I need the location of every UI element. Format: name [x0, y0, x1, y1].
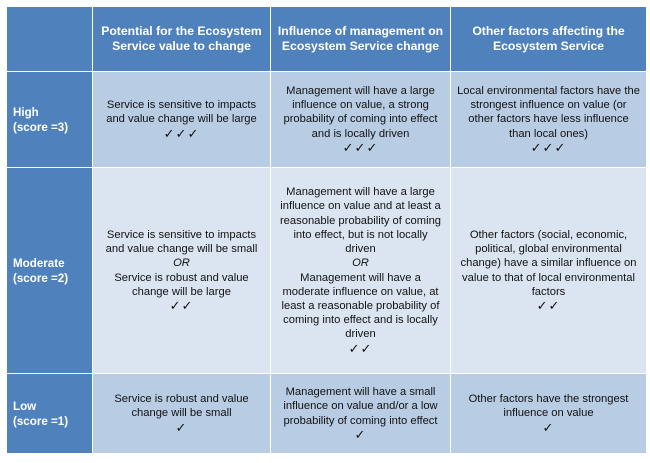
cell-text: Other factors have the strongest influen… [468, 393, 629, 420]
checkmark-icon: ✓✓ [348, 340, 373, 356]
cell-moderate-potential: Service is sensitive to impacts and valu… [92, 167, 271, 374]
header-row: Potential for the Ecosystem Service valu… [6, 6, 647, 72]
row-header-low: Low (score =1) [6, 373, 93, 454]
row-level: Low [13, 399, 37, 413]
table-row-moderate: Moderate (score =2) Service is sensitive… [6, 167, 647, 374]
cell-text: Service is sensitive to impacts and valu… [106, 99, 257, 126]
cell-text: Service is robust and value change will … [114, 393, 249, 420]
table-row-low: Low (score =1) Service is robust and val… [6, 373, 647, 454]
cell-high-management: Management will have a large influence o… [270, 71, 451, 168]
checkmark-icon: ✓ [354, 426, 367, 442]
cell-high-potential: Service is sensitive to impacts and valu… [92, 71, 271, 168]
cell-text: Local environmental factors have the str… [457, 84, 640, 140]
or-label: OR [173, 257, 190, 270]
cell-text-b: Service is robust and value change will … [114, 271, 249, 298]
cell-text: Management will have a large influence o… [283, 84, 438, 140]
row-level: High [13, 105, 39, 119]
cell-text-b: Management will have a moderate influenc… [281, 271, 440, 341]
cell-text-a: Service is sensitive to impacts and valu… [105, 228, 258, 256]
row-score: (score =1) [13, 414, 69, 428]
row-score: (score =2) [13, 271, 69, 285]
checkmark-icon: ✓ [175, 419, 188, 435]
cell-low-management: Management will have a small influence o… [270, 373, 451, 454]
header-other-factors: Other factors affecting the Ecosystem Se… [450, 6, 647, 72]
cell-low-other: Other factors have the strongest influen… [450, 373, 647, 454]
cell-moderate-other: Other factors (social, economic, politic… [450, 167, 647, 374]
or-label: OR [352, 257, 369, 270]
row-score: (score =3) [13, 120, 69, 134]
cell-low-potential: Service is robust and value change will … [92, 373, 271, 454]
cell-text-a: Management will have a large influence o… [279, 186, 442, 256]
checkmark-icon: ✓✓ [536, 297, 561, 313]
header-corner [6, 6, 93, 72]
cell-text: Management will have a small influence o… [283, 386, 438, 427]
row-header-high: High (score =3) [6, 71, 93, 168]
row-header-moderate: Moderate (score =2) [6, 167, 93, 374]
row-level: Moderate [13, 256, 65, 270]
checkmark-icon: ✓✓✓ [163, 125, 200, 141]
table-row-high: High (score =3) Service is sensitive to … [6, 71, 647, 168]
scoring-table-container: Potential for the Ecosystem Service valu… [6, 6, 647, 454]
scoring-table: Potential for the Ecosystem Service valu… [6, 6, 647, 454]
checkmark-icon: ✓✓ [169, 297, 194, 313]
header-potential-value-change: Potential for the Ecosystem Service valu… [92, 6, 271, 72]
header-management-influence: Influence of management on Ecosystem Ser… [270, 6, 451, 72]
checkmark-icon: ✓✓✓ [342, 139, 379, 155]
cell-text: Other factors (social, economic, politic… [460, 228, 637, 298]
checkmark-icon: ✓✓✓ [530, 139, 567, 155]
checkmark-icon: ✓ [542, 419, 555, 435]
cell-high-other: Local environmental factors have the str… [450, 71, 647, 168]
cell-moderate-management: Management will have a large influence o… [270, 167, 451, 374]
